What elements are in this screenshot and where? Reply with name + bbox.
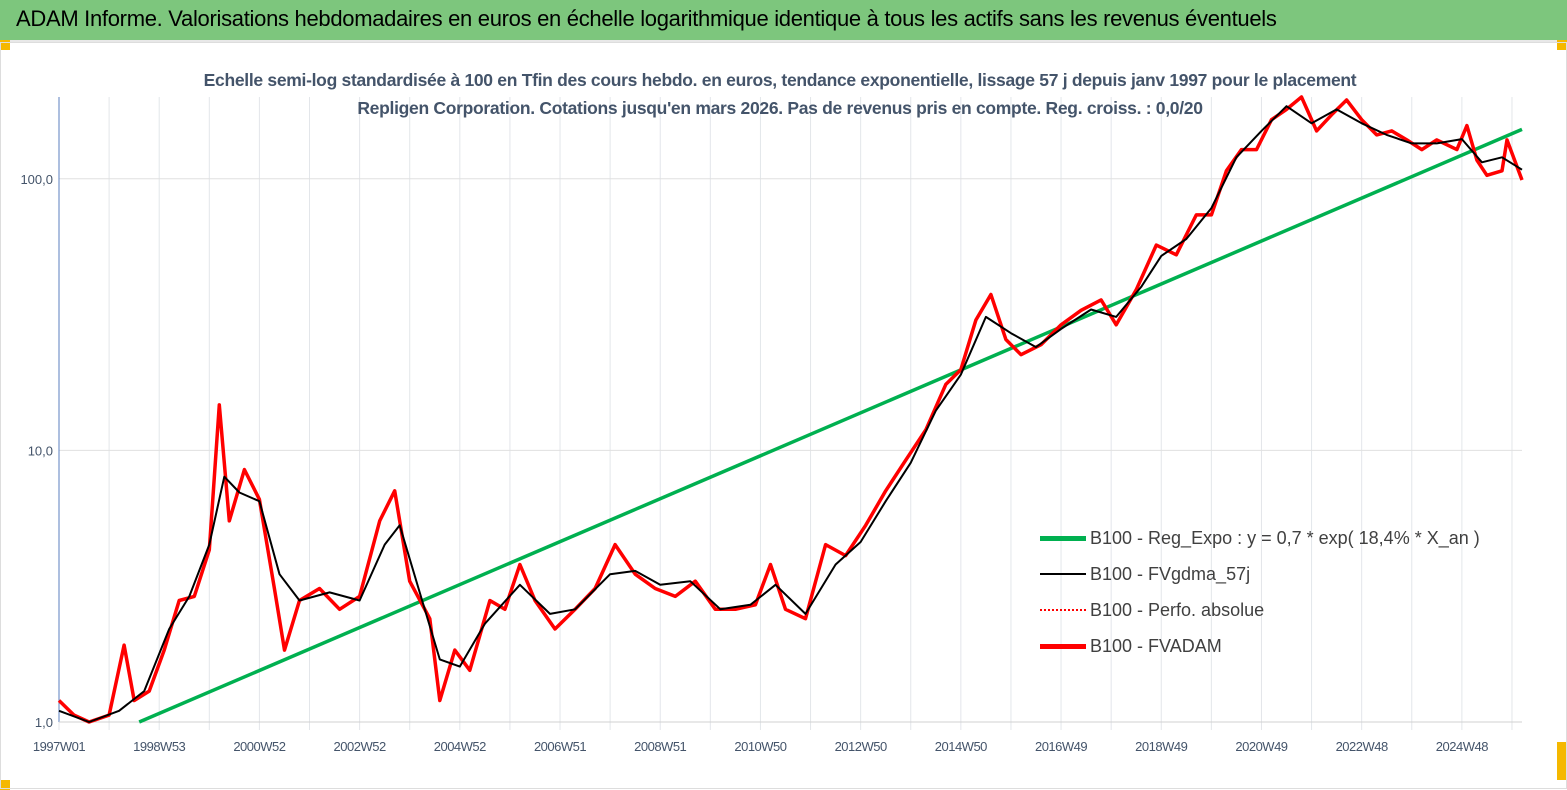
legend-label: B100 - FVgdma_57j	[1090, 563, 1251, 584]
y-tick-label: 100,0	[20, 172, 53, 187]
x-tick-label: 2008W51	[634, 739, 686, 754]
x-tick-label: 2000W52	[233, 739, 285, 754]
series-line-b100-fvadam	[57, 95, 1524, 724]
x-tick-label: 2004W52	[434, 739, 486, 754]
corner-marker	[0, 780, 10, 790]
x-tick-label: 2018W49	[1135, 739, 1187, 754]
x-tick-label: 2024W48	[1436, 739, 1488, 754]
x-tick-label: 1997W01	[33, 739, 85, 754]
corner-marker	[0, 40, 10, 50]
corner-marker	[1557, 40, 1567, 50]
chart-title: Echelle semi-log standardisée à 100 en T…	[203, 70, 1357, 118]
series-line-b100-reg-expo-y-0-7-exp-18-4-x-an-	[138, 127, 1523, 724]
series-line-b100-fvgdma-57j	[58, 105, 1523, 723]
legend-swatch	[1040, 609, 1086, 611]
y-tick-label: 1,0	[35, 715, 53, 730]
x-tick-label: 2006W51	[534, 739, 586, 754]
legend: B100 - Reg_Expo : y = 0,7 * exp( 18,4% *…	[1040, 520, 1480, 664]
x-tick-label: 2002W52	[334, 739, 386, 754]
y-tick-label: 10,0	[28, 443, 53, 458]
x-tick-label: 2012W50	[835, 739, 887, 754]
legend-item-reg-expo: B100 - Reg_Expo : y = 0,7 * exp( 18,4% *…	[1040, 520, 1480, 556]
x-tick-label: 2016W49	[1035, 739, 1087, 754]
legend-label: B100 - Reg_Expo : y = 0,7 * exp( 18,4% *…	[1090, 527, 1480, 548]
x-tick-label: 2022W48	[1336, 739, 1388, 754]
corner-marker	[1557, 742, 1567, 780]
page-title: ADAM Informe. Valorisations hebdomadaire…	[16, 6, 1277, 31]
legend-label: B100 - Perfo. absolue	[1090, 599, 1265, 620]
legend-label: B100 - FVADAM	[1090, 635, 1222, 656]
x-tick-label: 2020W49	[1235, 739, 1287, 754]
x-tick-label: 1998W53	[133, 739, 185, 754]
x-tick-label: 2014W50	[935, 739, 987, 754]
legend-swatch	[1040, 573, 1086, 575]
header-banner: ADAM Informe. Valorisations hebdomadaire…	[0, 0, 1567, 42]
x-tick-label: 2010W50	[734, 739, 786, 754]
legend-swatch	[1040, 643, 1086, 649]
legend-item-perfo-absolue: B100 - Perfo. absolue	[1040, 592, 1480, 628]
legend-item-fvadam: B100 - FVADAM	[1040, 628, 1480, 664]
legend-swatch	[1040, 535, 1086, 541]
legend-item-fvgdma: B100 - FVgdma_57j	[1040, 556, 1480, 592]
